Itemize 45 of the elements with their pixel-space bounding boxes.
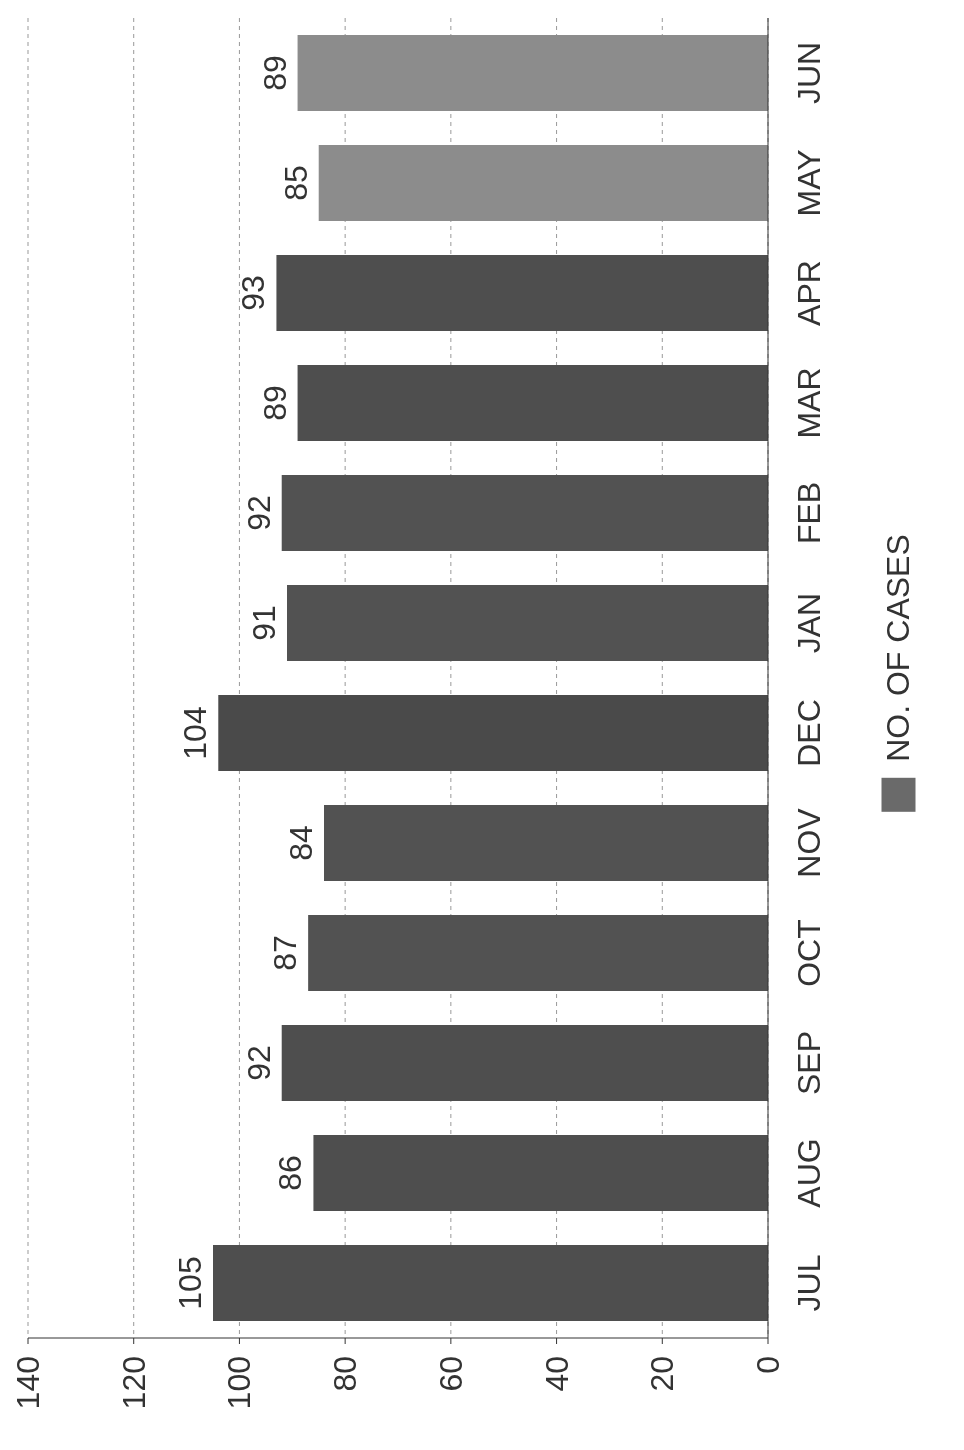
data-label: 89 [256,385,293,421]
x-tick-label: 140 [10,1356,46,1410]
y-tick-label: FEB [791,481,827,545]
data-label: 85 [277,165,314,201]
y-tick-label: AUG [791,1138,827,1208]
data-label: 91 [246,605,282,641]
y-tick-label: JAN [791,592,827,654]
data-label: 92 [240,495,277,531]
y-tick-label: JUL [791,1254,827,1312]
x-tick-label: 100 [221,1356,258,1410]
bar [281,475,768,551]
bar [324,805,768,881]
y-tick-label: MAY [791,149,827,217]
y-tick-label: DEC [791,699,827,767]
y-tick-label: JUN [791,41,827,105]
y-tick-label: NOV [791,807,827,878]
bar [213,1245,768,1321]
x-tick-label: 20 [644,1356,681,1392]
bar [281,1025,768,1101]
bar [297,365,768,441]
x-tick-label: 60 [432,1356,469,1392]
y-tick-label: OCT [791,919,827,987]
data-label: 86 [272,1155,309,1191]
y-tick-label: MAR [791,367,827,439]
data-label: 92 [240,1045,277,1081]
data-label: 104 [177,706,214,760]
x-tick-label: 80 [327,1356,364,1392]
data-label: 105 [172,1256,208,1310]
bar [287,585,768,661]
bar [297,35,768,111]
data-label: 87 [267,935,304,971]
bar [313,1135,768,1211]
x-tick-label: 40 [538,1356,575,1392]
bar [308,915,768,991]
data-label: 93 [235,275,272,311]
bar [318,145,768,221]
y-tick-label: APR [791,260,827,326]
x-tick-label: 120 [115,1356,152,1410]
data-label: 89 [256,55,293,91]
x-tick-label: 0 [750,1356,786,1374]
bar [218,695,768,771]
bar [276,255,768,331]
text: NO. OF CASES [879,534,917,762]
y-tick-label: SEP [791,1030,827,1096]
data-label: 84 [283,825,319,861]
